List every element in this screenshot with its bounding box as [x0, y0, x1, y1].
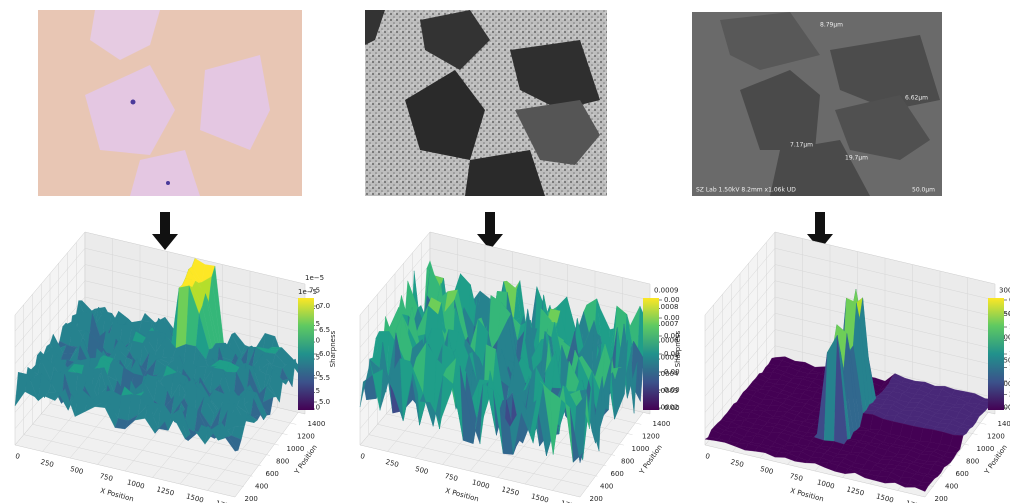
z-tick-label: 3000: [999, 287, 1010, 295]
y-tick-label: 400: [255, 482, 268, 490]
optical-image: [38, 10, 302, 196]
optical-gray-image: [365, 10, 607, 196]
colorbar-tick-label: 5.5: [319, 374, 330, 382]
y-tick-label: 1200: [297, 433, 315, 441]
x-tick-label: 1500: [875, 492, 894, 503]
image-scale: 50.0μm: [912, 187, 935, 194]
x-tick-label: 250: [40, 458, 55, 469]
colorbar-tick-label: 0.00: [664, 296, 680, 304]
x-tick-label: 500: [759, 465, 774, 476]
colorbar: [988, 298, 1004, 410]
y-tick-label: 1200: [987, 433, 1005, 441]
colorbar-tick-label: 6.5: [319, 326, 330, 334]
colorbar-tick-label: 0.00: [664, 314, 680, 322]
x-tick-label: 250: [730, 458, 745, 469]
colorbar-tick-label: 0.00: [664, 350, 680, 358]
x-tick-label: 1750: [560, 499, 579, 503]
x-tick-label: 1750: [215, 499, 234, 503]
x-tick-label: 1000: [471, 478, 490, 490]
z-tick-label: 0.0009: [654, 287, 679, 295]
surface-plot: 0 250 500 750 1000 1250 1500 1750 200 400 600 800 10…: [14, 232, 337, 503]
y-tick-label: 600: [611, 470, 624, 478]
y-tick-label: 800: [621, 458, 634, 466]
x-axis-label: X Position: [444, 487, 479, 503]
colorbar-offset: 1e−5: [298, 288, 317, 296]
y-tick-label: 200: [245, 495, 258, 503]
y-tick-label: 1000: [632, 445, 650, 453]
colorbar-tick-label: 6.0: [319, 350, 330, 358]
y-tick-label: 400: [945, 482, 958, 490]
x-tick-label: 750: [444, 472, 459, 483]
colorbar-tick-label: 7.0: [319, 302, 330, 310]
y-tick-label: 200: [935, 495, 948, 503]
x-tick-label: 1250: [846, 485, 865, 497]
x-tick-label: 0: [14, 452, 20, 461]
y-tick-label: 400: [600, 482, 613, 490]
x-tick-label: 1000: [126, 478, 145, 490]
image-label: 6.62μm: [905, 95, 928, 102]
x-tick-label: 1250: [501, 485, 520, 497]
x-axis-label: X Position: [789, 487, 824, 503]
x-tick-label: 0: [704, 452, 710, 461]
figure: 8.79μm 6.62μm 7.17μm 19.7μm SZ Lab 1.50k…: [0, 0, 1010, 503]
surface-plot: 0 250 500 750 1000 1250 1500 1750 200 400 600 800 10…: [359, 232, 682, 503]
y-tick-label: 1000: [287, 445, 305, 453]
y-tick-label: 1000: [977, 445, 995, 453]
x-axis-label: X Position: [99, 487, 134, 503]
x-tick-label: 500: [69, 465, 84, 476]
x-tick-label: 0: [359, 452, 365, 461]
x-tick-label: 750: [99, 472, 114, 483]
sem-image: 8.79μm 6.62μm 7.17μm 19.7μm SZ Lab 1.50k…: [692, 12, 942, 196]
plots: 0 250 500 750 1000 1250 1500 1750 200 400 600 800 10…: [14, 232, 1010, 503]
x-tick-label: 1750: [905, 499, 924, 503]
image-label: 19.7μm: [845, 155, 868, 162]
y-tick-label: 200: [590, 495, 603, 503]
x-tick-label: 1000: [816, 478, 835, 490]
colorbar-tick-label: 0.00: [664, 332, 680, 340]
colorbar: [643, 298, 659, 410]
x-tick-label: 1500: [185, 492, 204, 503]
colorbar-tick-label: 0.00: [664, 404, 680, 412]
image-label: 8.79μm: [820, 22, 843, 29]
x-tick-label: 1250: [156, 485, 175, 497]
y-tick-label: 800: [276, 458, 289, 466]
image-label: 7.17μm: [790, 142, 813, 149]
image-footer: SZ Lab 1.50kV 8.2mm x1.06k UD: [696, 187, 796, 194]
z-axis-label: Sharpness: [329, 330, 337, 367]
y-tick-label: 800: [966, 458, 979, 466]
y-tick-label: 1400: [653, 420, 671, 428]
surface-plot: 0 250 500 750 1000 1250 1500 1750 200 400 600 800 10…: [704, 232, 1010, 503]
colorbar-tick-label: 5.0: [319, 398, 330, 406]
x-tick-label: 500: [414, 465, 429, 476]
y-tick-label: 600: [266, 470, 279, 478]
arrow: [152, 212, 178, 250]
x-tick-label: 250: [385, 458, 400, 469]
y-tick-label: 1200: [642, 433, 660, 441]
y-tick-label: 1400: [998, 420, 1010, 428]
colorbar-tick-label: 0.00: [664, 386, 680, 394]
colorbar-tick-label: 0.00: [664, 368, 680, 376]
x-tick-label: 1500: [530, 492, 549, 503]
y-tick-label: 1400: [308, 420, 326, 428]
x-tick-label: 750: [789, 472, 804, 483]
colorbar: [298, 298, 314, 410]
z-offset: 1e−5: [305, 274, 324, 282]
y-tick-label: 600: [956, 470, 969, 478]
